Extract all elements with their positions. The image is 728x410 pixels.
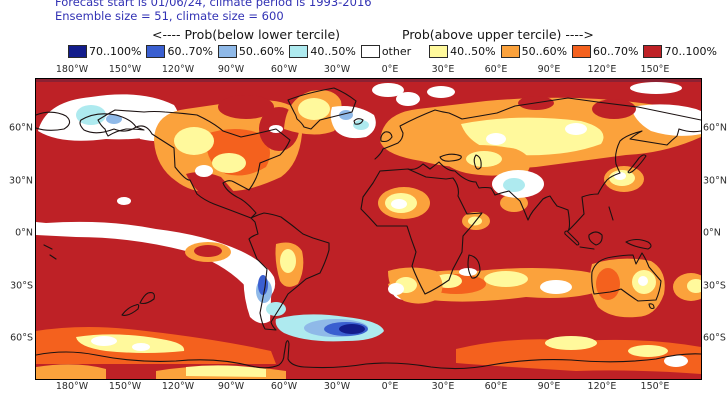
legend-above-label-2: 60..70% <box>593 45 639 58</box>
lat-label-right-2: 0°N <box>703 227 721 239</box>
lon-label-bottom-4: 60°W <box>270 381 298 392</box>
legend-above-label-1: 50..60% <box>521 45 568 58</box>
probability-blobs <box>36 82 701 379</box>
lon-label-bottom-11: 150°E <box>640 381 670 392</box>
legend-below-label-3: 40..50% <box>310 45 356 58</box>
lon-label-bottom-1: 150°W <box>108 381 142 392</box>
legend-above-label-3: 70..100% <box>664 45 717 58</box>
legend-above-item-0: 40..50% <box>429 45 496 58</box>
legend-below-item-0: 70..100% <box>68 45 141 58</box>
lon-label-top-5: 30°W <box>323 64 351 75</box>
above-tercile-header: Prob(above upper tercile) ----> <box>402 27 594 42</box>
legend-above-swatch-3 <box>643 45 663 58</box>
lon-label-bottom-2: 120°W <box>161 381 195 392</box>
lat-label-left-1: 30°N <box>9 175 33 186</box>
lon-label-bottom-9: 90°E <box>537 381 561 392</box>
legend-below-label-4: other <box>381 45 412 58</box>
legend-above-swatch-0 <box>429 45 449 58</box>
legend-below-swatch-2 <box>217 45 237 58</box>
lon-label-top-4: 60°W <box>270 64 298 75</box>
legend-below-label-2: 50..60% <box>238 45 285 58</box>
lon-label-top-1: 150°W <box>108 64 142 75</box>
legend-above-label-0: 40..50% <box>450 45 496 58</box>
legend-below-swatch-1 <box>146 45 166 58</box>
legend-above-item-3: 70..100% <box>643 45 717 58</box>
lon-label-top-3: 90°W <box>217 64 245 75</box>
lon-label-top-8: 60°E <box>484 64 508 75</box>
legend-below-swatch-4 <box>360 45 380 58</box>
lon-label-bottom-5: 30°W <box>323 381 351 392</box>
map-canvas <box>36 79 701 379</box>
forecast-start-line: Forecast start is 01/06/24, climate peri… <box>55 0 372 9</box>
lon-label-bottom-3: 90°W <box>217 381 245 392</box>
lon-label-top-6: 0°E <box>381 64 399 75</box>
legend-below-group: 70..100% 60..70% 50..60% 40..50% other <box>68 45 411 58</box>
lon-label-top-0: 180°W <box>55 64 89 75</box>
lon-label-top-10: 120°E <box>587 64 617 75</box>
lon-label-top-9: 90°E <box>537 64 561 75</box>
legend-above-swatch-2 <box>572 45 592 58</box>
below-tercile-header: <---- Prob(below lower tercile) <box>152 27 341 42</box>
probability-legend: 70..100% 60..70% 50..60% 40..50% other 40..5… <box>68 45 717 58</box>
lon-label-top-7: 30°E <box>431 64 455 75</box>
lon-label-bottom-0: 180°W <box>55 381 89 392</box>
lon-label-bottom-10: 120°E <box>587 381 617 392</box>
continent-outlines <box>36 87 701 370</box>
lat-label-left-4: 60°S <box>10 332 33 344</box>
lat-label-left-0: 60°N <box>9 122 33 134</box>
legend-below-label-1: 60..70% <box>167 45 213 58</box>
lon-label-top-2: 120°W <box>161 64 195 75</box>
lon-label-bottom-6: 0°E <box>381 381 399 392</box>
legend-above-item-2: 60..70% <box>572 45 638 58</box>
ensemble-size-line: Ensemble size = 51, climate size = 600 <box>55 9 284 23</box>
map-polar-strip <box>36 79 701 82</box>
lon-label-bottom-8: 60°E <box>484 381 508 392</box>
lon-label-top-11: 150°E <box>640 64 670 75</box>
lat-label-right-4: 60°S <box>703 332 726 344</box>
legend-above-group: 40..50% 50..60% 60..70% 70..100% <box>429 45 717 58</box>
legend-below-item-4: other <box>360 45 412 58</box>
lat-label-right-1: 30°N <box>703 175 727 186</box>
legend-below-label-0: 70..100% <box>89 45 142 58</box>
world-probability-map <box>35 78 702 380</box>
legend-above-item-1: 50..60% <box>500 45 568 58</box>
legend-below-item-1: 60..70% <box>146 45 213 58</box>
lat-label-right-3: 30°S <box>703 280 726 291</box>
lat-label-right-0: 60°N <box>703 122 727 134</box>
legend-below-swatch-3 <box>289 45 309 58</box>
legend-below-item-2: 50..60% <box>217 45 285 58</box>
legend-below-swatch-0 <box>68 45 87 58</box>
lon-label-bottom-7: 30°E <box>431 381 455 392</box>
legend-below-item-3: 40..50% <box>289 45 356 58</box>
legend-above-swatch-1 <box>500 45 520 58</box>
lat-label-left-3: 30°S <box>10 280 33 291</box>
lat-label-left-2: 0°N <box>15 227 33 239</box>
